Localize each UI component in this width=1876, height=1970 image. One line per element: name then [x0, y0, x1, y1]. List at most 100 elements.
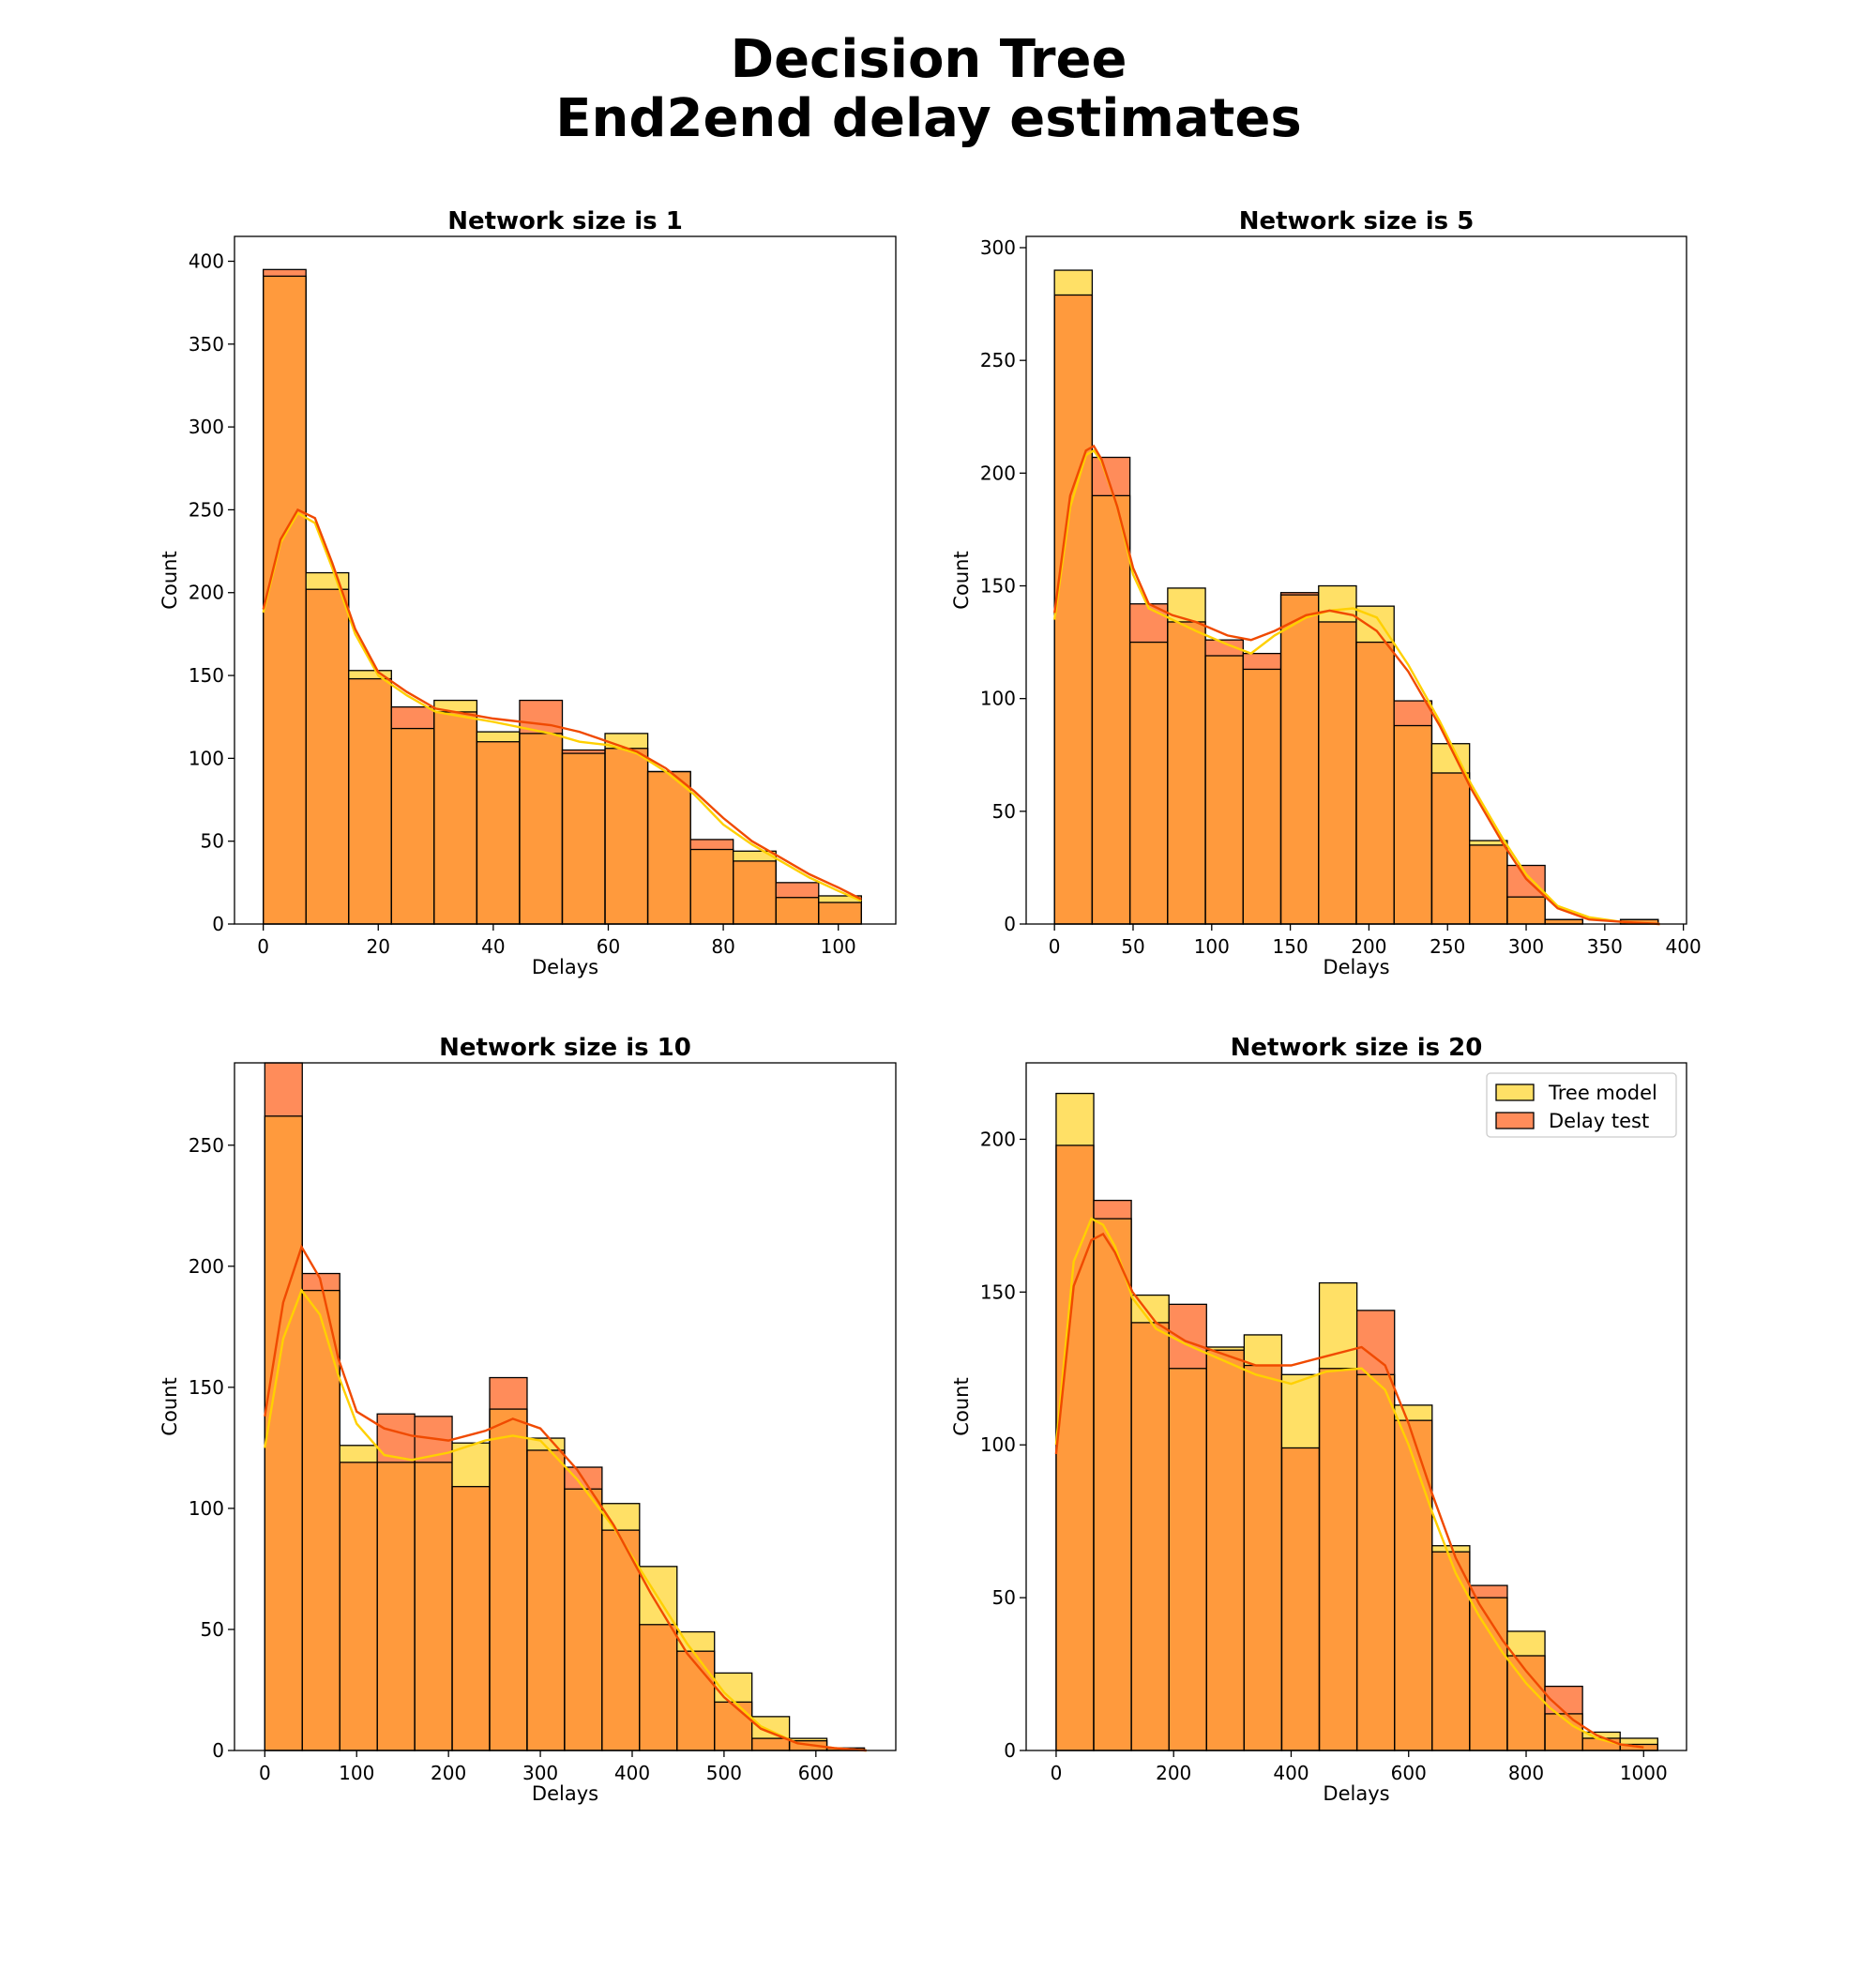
bar-excess-11	[1469, 841, 1507, 845]
bar-excess-3	[391, 706, 434, 729]
kde-line-tree-model	[262, 511, 862, 902]
axes-frame	[1025, 1062, 1687, 1751]
bar-overlap-13	[818, 902, 862, 924]
bar-overlap-3	[1169, 1368, 1207, 1750]
y-tick-label: 100	[980, 688, 1016, 710]
bar-overlap-10	[1431, 772, 1470, 924]
x-tick-label: 40	[481, 935, 505, 958]
bar-overlap-12	[714, 1702, 752, 1750]
bar-excess-14	[789, 1738, 827, 1741]
x-tick-label: 300	[522, 1762, 558, 1784]
y-axis-label: Count	[159, 551, 181, 609]
x-tick-label: 20	[367, 935, 390, 958]
bar-overlap-12	[1506, 897, 1546, 924]
bar-excess-5	[1243, 653, 1281, 670]
x-tick-label: 350	[1587, 935, 1623, 958]
y-tick-label: 0	[212, 913, 224, 935]
bar-excess-9	[1394, 1404, 1432, 1421]
bar-excess-4	[1205, 640, 1244, 657]
x-tick-label: 60	[597, 935, 620, 958]
bar-overlap-8	[564, 1489, 602, 1750]
bar-overlap-3	[391, 728, 434, 924]
x-tick-label: 500	[706, 1762, 742, 1784]
bar-overlap-1	[306, 589, 349, 924]
bar-excess-10	[690, 839, 734, 850]
bar-excess-8	[1356, 1310, 1395, 1375]
subplot-title: Network size is 5	[1239, 207, 1475, 235]
x-axis-label: Delays	[1323, 956, 1389, 978]
bar-overlap-10	[690, 849, 734, 924]
y-tick-label: 0	[212, 1739, 224, 1762]
bar-overlap-8	[1356, 1374, 1395, 1750]
bar-overlap-13	[751, 1738, 790, 1750]
bar-overlap-1	[1094, 1219, 1132, 1750]
kde-line-delay-test	[264, 1244, 867, 1752]
subplot-4: 0 200 400 600 800 1000 0 50 100 150 200 Delays Count…	[950, 1034, 1687, 1805]
bar-excess-7	[562, 750, 606, 754]
figure-title-line2: End2end delay estimates	[555, 88, 1301, 149]
bar-overlap-11	[1469, 844, 1507, 924]
x-tick-label: 800	[1508, 1762, 1544, 1784]
bar-excess-11	[733, 851, 777, 861]
bar-overlap-4	[433, 711, 477, 924]
bar-overlap-13	[1545, 919, 1583, 924]
y-tick-label: 150	[189, 664, 224, 687]
bar-excess-12	[1506, 1630, 1546, 1657]
bar-excess-10	[1431, 1545, 1470, 1553]
x-tick-label: 100	[339, 1762, 374, 1784]
bar-overlap-5	[477, 741, 520, 924]
y-tick-label: 200	[189, 582, 224, 604]
bar-overlap-2	[1131, 1322, 1170, 1750]
axes-frame	[1025, 235, 1687, 925]
y-tick-label: 0	[1004, 913, 1016, 935]
bar-excess-3	[1169, 1304, 1207, 1369]
subplot-title: Network size is 1	[447, 207, 683, 235]
bar-overlap-2	[340, 1462, 378, 1750]
subplot-title: Network size is 10	[439, 1034, 691, 1062]
bar-excess-1	[306, 572, 349, 590]
bar-overlap-10	[639, 1624, 677, 1750]
bar-excess-2	[348, 670, 392, 679]
y-tick-label: 200	[189, 1255, 224, 1278]
subplot-3: 0 100 200 300 400 500 600 0 50 100 150 200 250 Delays…	[159, 1034, 897, 1805]
y-axis-label: Count	[950, 551, 973, 609]
x-tick-label: 80	[711, 935, 734, 958]
y-tick-label: 400	[189, 250, 224, 272]
bar-overlap-5	[452, 1486, 491, 1750]
bar-excess-5	[477, 732, 520, 742]
x-tick-label: 200	[1156, 1762, 1191, 1784]
y-tick-label: 0	[1004, 1739, 1016, 1762]
x-tick-label: 400	[1273, 1762, 1309, 1784]
bar-excess-6	[490, 1377, 527, 1410]
bar-overlap-8	[605, 748, 648, 924]
bar-overlap-6	[519, 733, 563, 924]
bar-excess-0	[265, 1063, 303, 1116]
bar-overlap-7	[526, 1449, 565, 1750]
y-tick-label: 250	[189, 498, 224, 521]
legend-swatch-tree-model	[1495, 1084, 1535, 1101]
x-tick-label: 0	[1049, 935, 1061, 958]
figure-title-line1: Decision Tree	[731, 29, 1127, 90]
bar-overlap-6	[1281, 1447, 1320, 1750]
bar-excess-7	[526, 1438, 565, 1450]
y-tick-label: 150	[189, 1376, 224, 1399]
bar-excess-11	[1469, 1585, 1507, 1599]
kde-line-delay-test	[1054, 1232, 1644, 1749]
kde-line-tree-model	[264, 1288, 867, 1752]
legend: Tree model Delay test	[1486, 1072, 1677, 1138]
axes-frame	[234, 1062, 897, 1751]
subplot-1: 0 20 40 60 80 100 0 50 100 150 200 250 300 350 400 Dela…	[159, 207, 897, 978]
kde-line-delay-test	[262, 508, 862, 901]
y-tick-label: 200	[980, 462, 1016, 484]
y-tick-label: 300	[189, 416, 224, 438]
bar-excess-4	[433, 700, 477, 712]
bar-excess-0	[1054, 270, 1093, 296]
y-tick-label: 250	[980, 349, 1016, 371]
bar-excess-6	[1281, 1374, 1320, 1448]
y-tick-label: 100	[980, 1433, 1016, 1456]
subplot-title: Network size is 20	[1231, 1034, 1483, 1062]
bar-overlap-4	[415, 1462, 453, 1750]
bar-excess-15	[1620, 1737, 1658, 1745]
y-tick-label: 50	[992, 800, 1016, 823]
bar-overlap-1	[1092, 495, 1130, 924]
